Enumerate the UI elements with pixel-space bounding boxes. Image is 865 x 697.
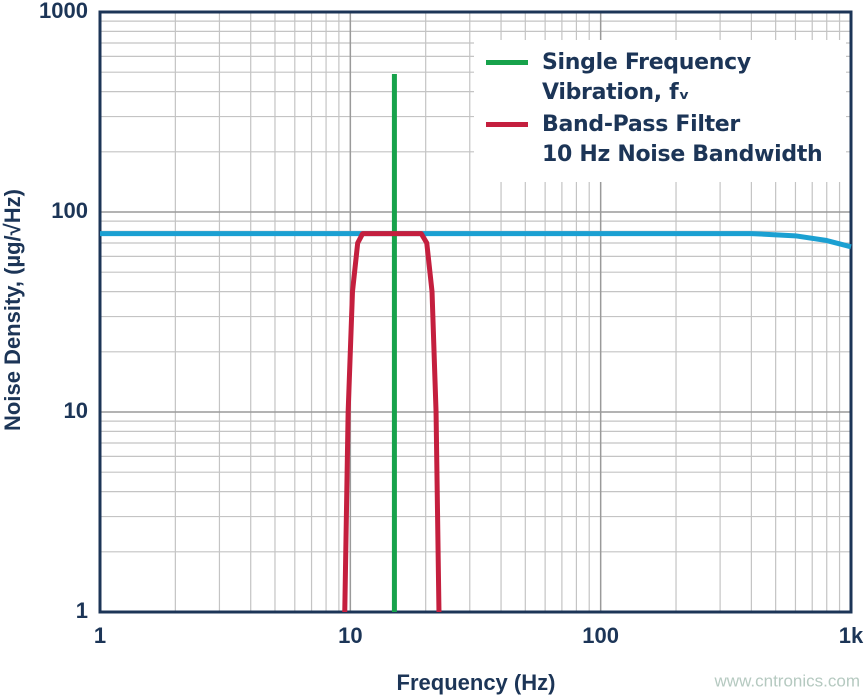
x-axis-title: Frequency (Hz) [397, 670, 556, 695]
y-axis-title: Noise Density, (µg/√Hz) [0, 189, 25, 431]
legend-entry: Single Frequency Vibration, fᵥ [486, 48, 846, 108]
legend: Single Frequency Vibration, fᵥ Band-Pass … [474, 40, 846, 182]
x-tick-label: 100 [582, 623, 619, 648]
y-tick-label: 10 [64, 398, 88, 423]
x-tick-label: 1 [94, 623, 106, 648]
y-tick-label: 1 [76, 598, 88, 623]
y-tick-label: 1000 [39, 0, 88, 23]
plot-frame [98, 10, 853, 614]
x-tick-label: 1k [839, 623, 864, 648]
legend-label: Single Frequency Vibration, fᵥ [542, 50, 751, 105]
series-line [100, 231, 852, 250]
legend-entry: Band-Pass Filter 10 Hz Noise Bandwidth [486, 110, 846, 170]
marks [100, 73, 852, 613]
watermark: www.cntronics.com [714, 671, 860, 690]
series-line [342, 231, 442, 613]
legend-swatch [486, 122, 528, 127]
y-tick-label: 100 [51, 198, 88, 223]
legend-label: Band-Pass Filter 10 Hz Noise Bandwidth [542, 112, 823, 167]
x-tick-label: 10 [338, 623, 362, 648]
legend-swatch [486, 60, 528, 65]
